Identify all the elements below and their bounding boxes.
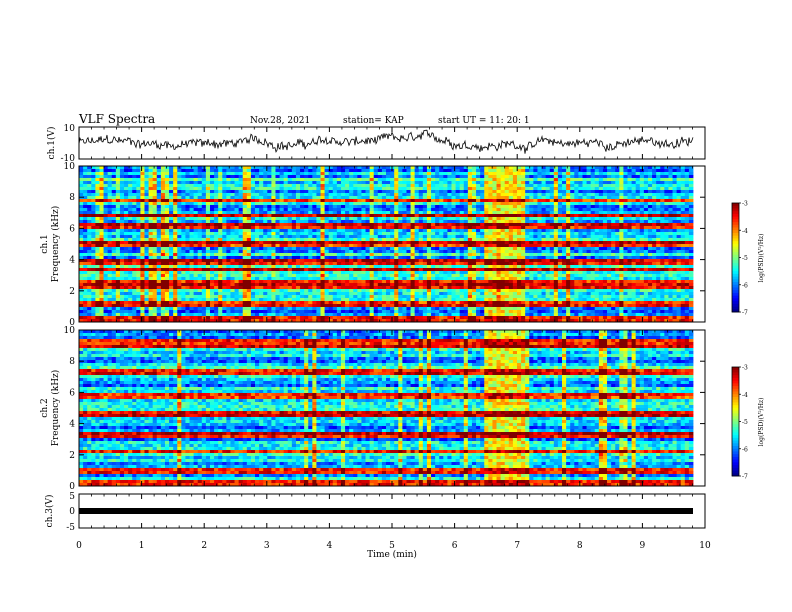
ch1-freq-ytick-0: 0: [69, 318, 75, 328]
time-tick-4: 4: [327, 541, 333, 551]
ch1-colorbar-tick--3: -3: [742, 201, 748, 208]
ch1-waveform-ylabel: ch.1(V): [46, 127, 57, 160]
time-tick-1: 1: [139, 541, 145, 551]
ch2-spectrogram-label: ch.2: [40, 398, 50, 417]
ch2-colorbar: -3 -4 -5 -6 -7: [731, 365, 748, 481]
ch2-colorbar-label: log(PSD)(V²/Hz): [758, 398, 765, 447]
ch2-spectrogram: [79, 330, 694, 487]
ch1-ytick-bottom: -10: [61, 154, 76, 164]
ch1-colorbar-tick--7: -7: [742, 310, 748, 317]
ch2-freq-ytick-10: 10: [64, 326, 76, 336]
ch2-colorbar-tick--5: -5: [742, 419, 748, 426]
ch1-spectrogram: [79, 166, 694, 323]
time-tick-8: 8: [577, 541, 583, 551]
time-tick-10: 10: [699, 541, 711, 551]
time-tick-3: 3: [264, 541, 270, 551]
ch2-freq-ytick-6: 6: [69, 388, 75, 398]
time-tick-9: 9: [640, 541, 646, 551]
ch2-freq-ytick-2: 2: [69, 451, 75, 461]
ch2-freq-ytick-0: 0: [69, 482, 75, 492]
time-tick-6: 6: [452, 541, 458, 551]
ch1-colorbar: -3 -4 -5 -6 -7: [731, 201, 748, 317]
ch1-spectrogram-label: ch.1: [40, 234, 50, 253]
ch2-frequency-ylabel: Frequency (kHz): [50, 370, 61, 447]
time-axis-label: Time (min): [367, 549, 417, 560]
station-label: station= KAP: [343, 116, 404, 126]
time-tick-0: 0: [76, 541, 82, 551]
figure-title: VLF Spectra: [78, 112, 155, 126]
ch1-colorbar-tick--6: -6: [742, 282, 748, 289]
ch1-freq-ytick-4: 4: [69, 256, 75, 266]
ch3-ytick-bottom: -5: [66, 523, 75, 533]
ch1-colorbar-label: log(PSD)(V²/Hz): [758, 234, 765, 283]
time-tick-2: 2: [201, 541, 207, 551]
ch2-freq-ytick-8: 8: [69, 357, 75, 367]
ch3-waveform-trace: [79, 508, 693, 514]
ch1-freq-ytick-2: 2: [69, 287, 75, 297]
ch1-freq-ytick-6: 6: [69, 224, 75, 234]
ch2-colorbar-tick--3: -3: [742, 365, 748, 372]
time-tick-7: 7: [514, 541, 520, 551]
time-axis: 0 1 2 3 4 5 6 7 8 9 10: [76, 127, 711, 551]
ch1-waveform-panel: 10 -10 ch.1(V): [46, 124, 706, 164]
time-tick-5: 5: [389, 541, 395, 551]
ch3-waveform-panel: 5 0 -5 ch.3(V): [44, 492, 706, 533]
ch1-colorbar-tick--5: -5: [742, 255, 748, 262]
ch2-colorbar-tick--6: -6: [742, 446, 748, 453]
ch1-freq-ytick-8: 8: [69, 193, 75, 203]
ch1-colorbar-tick--4: -4: [742, 228, 748, 235]
ch2-colorbar-tick--7: -7: [742, 474, 748, 481]
ch2-freq-ytick-4: 4: [69, 420, 75, 430]
ch1-frequency-ylabel: Frequency (kHz): [50, 206, 61, 283]
ch1-waveform-trace: [78, 129, 694, 154]
date-label: Nov.28, 2021: [250, 116, 310, 126]
ch2-colorbar-tick--4: -4: [742, 392, 748, 399]
ch1-ytick-top: 10: [64, 124, 76, 134]
ch3-waveform-ylabel: ch.3(V): [44, 495, 55, 528]
ch3-ytick-top: 5: [69, 492, 75, 502]
ch1-freq-ytick-10: 10: [64, 162, 76, 172]
start-time-label: start UT = 11: 20: 1: [438, 116, 530, 126]
ch3-ytick-mid: 0: [69, 507, 75, 517]
